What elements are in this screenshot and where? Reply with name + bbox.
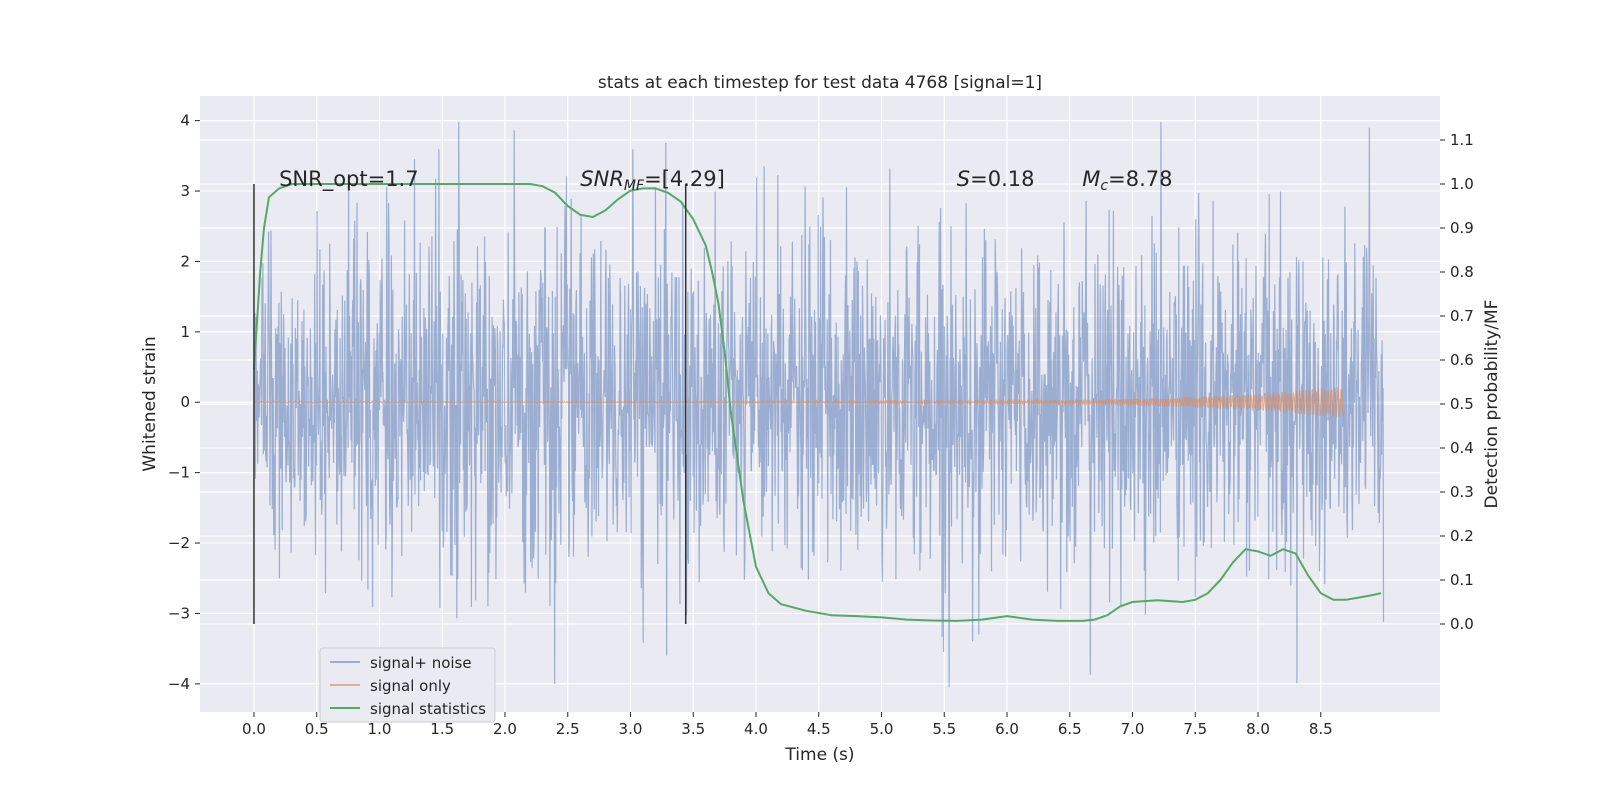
annotation-text: S=0.18	[957, 167, 1035, 191]
y-tick-label: −4	[168, 675, 190, 693]
y2-axis-ticks: 0.0 0.1 0.2 0.3 0.4 0.5 0.6 0.7 0.8 0.9 1.0 1.1	[1440, 131, 1474, 633]
x-tick-label: 4.5	[807, 720, 831, 738]
annotation-text: Mc=8.78	[1082, 167, 1172, 194]
y-tick-label: 0	[180, 393, 190, 411]
x-tick-label: 4.0	[744, 720, 768, 738]
signal-statistics-line	[253, 183, 1382, 622]
y2-tick-label: 0.5	[1450, 395, 1474, 413]
y2-tick-label: 0.6	[1450, 351, 1474, 369]
x-tick-label: 8.0	[1246, 720, 1270, 738]
y-tick-label: 2	[180, 252, 190, 270]
x-tick-label: 6.5	[1058, 720, 1082, 738]
legend: signal+ noise signal only signal statist…	[319, 647, 496, 723]
y-tick-label: 1	[180, 323, 190, 341]
y2-tick-label: 0.1	[1450, 571, 1474, 589]
y-tick-label: −1	[168, 464, 190, 482]
x-tick-label: 3.5	[681, 720, 705, 738]
x-tick-label: 0.0	[242, 720, 266, 738]
y2-tick-label: 1.0	[1450, 175, 1474, 193]
x-tick-label: 7.5	[1183, 720, 1207, 738]
x-tick-label: 5.5	[932, 720, 956, 738]
y2-tick-label: 0.3	[1450, 483, 1474, 501]
annotations: SNR_opt=1.7 SNRMF=[4.29] S=0.18 Mc=8.78	[279, 167, 1172, 194]
signal-layer	[253, 386, 1344, 418]
noise-layer	[253, 121, 1385, 688]
y2-tick-label: 0.9	[1450, 219, 1474, 237]
chart-title: stats at each timestep for test data 476…	[598, 73, 1042, 93]
legend-label-signal-statistics: signal statistics	[370, 700, 486, 718]
legend-label-signal-noise: signal+ noise	[370, 654, 472, 672]
y-axis-ticks: −4 −3 −2 −1 0 1 2 3 4	[168, 112, 200, 693]
legend-box	[319, 647, 496, 723]
x-tick-label: 2.0	[493, 720, 517, 738]
x-tick-label: 8.5	[1309, 720, 1333, 738]
y2-tick-label: 0.0	[1450, 615, 1474, 633]
y-tick-label: 3	[180, 182, 190, 200]
y2-tick-label: 0.7	[1450, 307, 1474, 325]
vline-layer	[253, 184, 687, 624]
x-axis-ticks: 0.0 0.5 1.0 1.5 2.0 2.5 3.0 3.5 4.0 4.5 5.0 5.5 6.0 6…	[242, 712, 1333, 738]
signal-noise-line	[253, 121, 1385, 688]
y2-tick-label: 0.4	[1450, 439, 1474, 457]
x-tick-label: 2.5	[556, 720, 580, 738]
x-tick-label: 0.5	[305, 720, 329, 738]
y2-tick-label: 1.1	[1450, 131, 1474, 149]
x-tick-label: 5.0	[870, 720, 894, 738]
y-tick-label: −2	[168, 534, 190, 552]
y2-tick-label: 0.2	[1450, 527, 1474, 545]
annotation-text: SNR_opt=1.7	[279, 167, 419, 192]
x-tick-label: 1.0	[368, 720, 392, 738]
y-axis-label: Whitened strain	[140, 336, 160, 471]
x-tick-label: 7.0	[1121, 720, 1145, 738]
legend-label-signal-only: signal only	[370, 677, 451, 695]
x-axis-label: Time (s)	[784, 745, 854, 765]
stat-layer	[253, 183, 1382, 622]
signal-only-line	[253, 386, 1344, 418]
annotation-text: SNRMF=[4.29]	[580, 167, 725, 194]
y2-axis-label: Detection probability/MF	[1482, 300, 1502, 509]
y2-tick-label: 0.8	[1450, 263, 1474, 281]
y-tick-label: −3	[168, 604, 190, 622]
x-tick-label: 6.0	[995, 720, 1019, 738]
x-tick-label: 3.0	[619, 720, 643, 738]
y-tick-label: 4	[180, 112, 190, 130]
x-tick-label: 1.5	[430, 720, 454, 738]
